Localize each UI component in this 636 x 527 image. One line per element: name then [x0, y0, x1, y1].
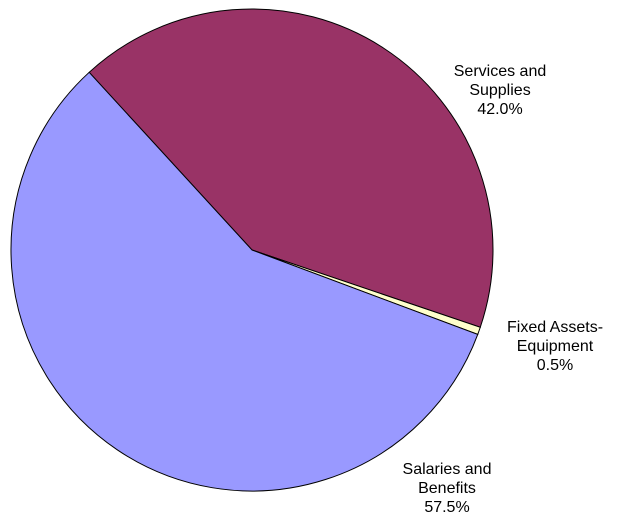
slice-value: 57.5%	[424, 499, 470, 516]
slice-category: Services and Supplies	[453, 63, 547, 99]
pie-slice	[10, 71, 479, 492]
slice-label: Services and Supplies 42.0%	[448, 62, 552, 119]
slice-label: Fixed Assets-Equipment 0.5%	[503, 318, 607, 375]
slice-category: Fixed Assets-Equipment	[506, 319, 604, 355]
slice-category: Salaries and Benefits	[402, 461, 492, 497]
slice-value: 0.5%	[536, 357, 574, 374]
pie-slice	[88, 8, 494, 328]
slice-label: Salaries and Benefits 57.5%	[395, 460, 499, 517]
slice-value: 42.0%	[477, 101, 523, 118]
